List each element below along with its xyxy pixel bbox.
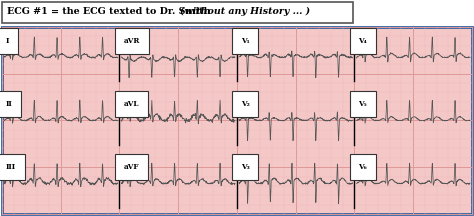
FancyBboxPatch shape — [2, 27, 472, 214]
Text: V₄: V₄ — [358, 37, 367, 45]
Text: I: I — [6, 37, 9, 45]
Text: aVL: aVL — [124, 100, 139, 108]
Text: (without any History ... ): (without any History ... ) — [180, 7, 310, 16]
Text: V₆: V₆ — [358, 163, 367, 171]
Text: V₂: V₂ — [241, 100, 250, 108]
FancyBboxPatch shape — [2, 2, 353, 23]
Text: III: III — [6, 163, 16, 171]
Text: V₅: V₅ — [358, 100, 367, 108]
Text: V₃: V₃ — [241, 163, 250, 171]
Text: aVF: aVF — [124, 163, 139, 171]
Text: V₁: V₁ — [241, 37, 250, 45]
Text: ECG #1 = the ECG texted to Dr. Smith: ECG #1 = the ECG texted to Dr. Smith — [7, 7, 214, 16]
Text: aVR: aVR — [124, 37, 140, 45]
Text: II: II — [6, 100, 13, 108]
